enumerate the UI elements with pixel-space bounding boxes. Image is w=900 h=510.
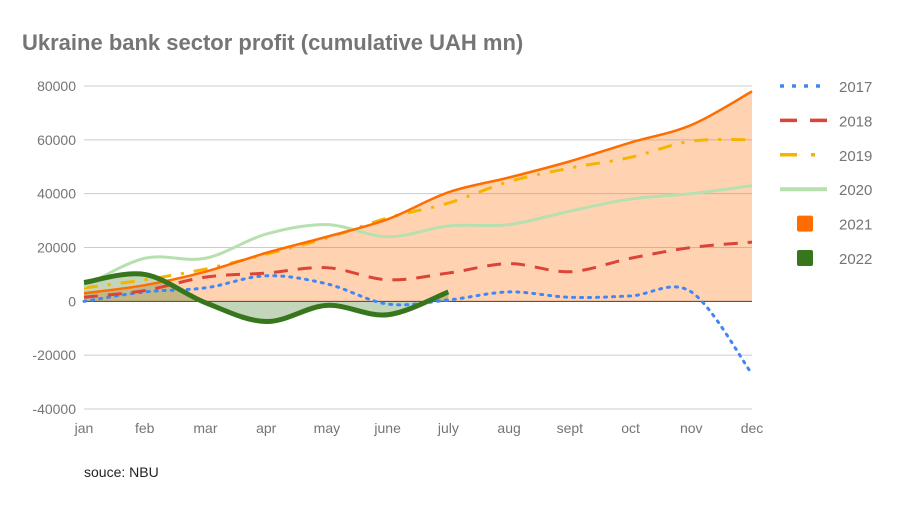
x-tick-label: apr [256, 420, 277, 436]
x-tick-label: mar [193, 420, 217, 436]
y-tick-label: 60000 [37, 132, 76, 148]
y-tick-label: 40000 [37, 186, 76, 202]
y-tick-label: 80000 [37, 78, 76, 94]
x-tick-label: nov [680, 420, 703, 436]
legend-label-2021: 2021 [839, 217, 872, 234]
x-tick-label: july [437, 420, 459, 436]
x-tick-label: june [373, 420, 401, 436]
legend-label-2020: 2020 [839, 182, 872, 199]
legend-swatch-2022 [797, 250, 813, 266]
y-tick-label: 0 [68, 293, 76, 309]
legend-label-2018: 2018 [839, 113, 872, 130]
legend-label-2022: 2022 [839, 251, 872, 268]
y-tick-label: 20000 [37, 240, 76, 256]
x-tick-label: may [314, 420, 340, 436]
x-tick-label: dec [741, 420, 764, 436]
series-line-2018 [83, 240, 753, 299]
x-tick-label: jan [74, 420, 94, 436]
legend-swatch-2021 [797, 215, 813, 232]
y-tick-label: -20000 [32, 347, 76, 363]
x-tick-label: sept [557, 420, 584, 436]
series-line-2021 [83, 90, 753, 295]
series-line-2022 [83, 271, 450, 325]
legend-label-2019: 2019 [839, 148, 872, 165]
series-line-2020 [83, 184, 753, 288]
chart-title: Ukraine bank sector profit (cumulative U… [22, 30, 524, 55]
area-2021 [84, 91, 752, 302]
source-note: souce: NBU [84, 464, 159, 480]
legend-label-2017: 2017 [839, 79, 872, 96]
series-line-2019 [83, 137, 753, 290]
y-tick-label: -40000 [32, 401, 76, 417]
x-tick-label: oct [621, 420, 640, 436]
x-tick-label: feb [135, 420, 155, 436]
x-tick-label: aug [497, 420, 520, 436]
